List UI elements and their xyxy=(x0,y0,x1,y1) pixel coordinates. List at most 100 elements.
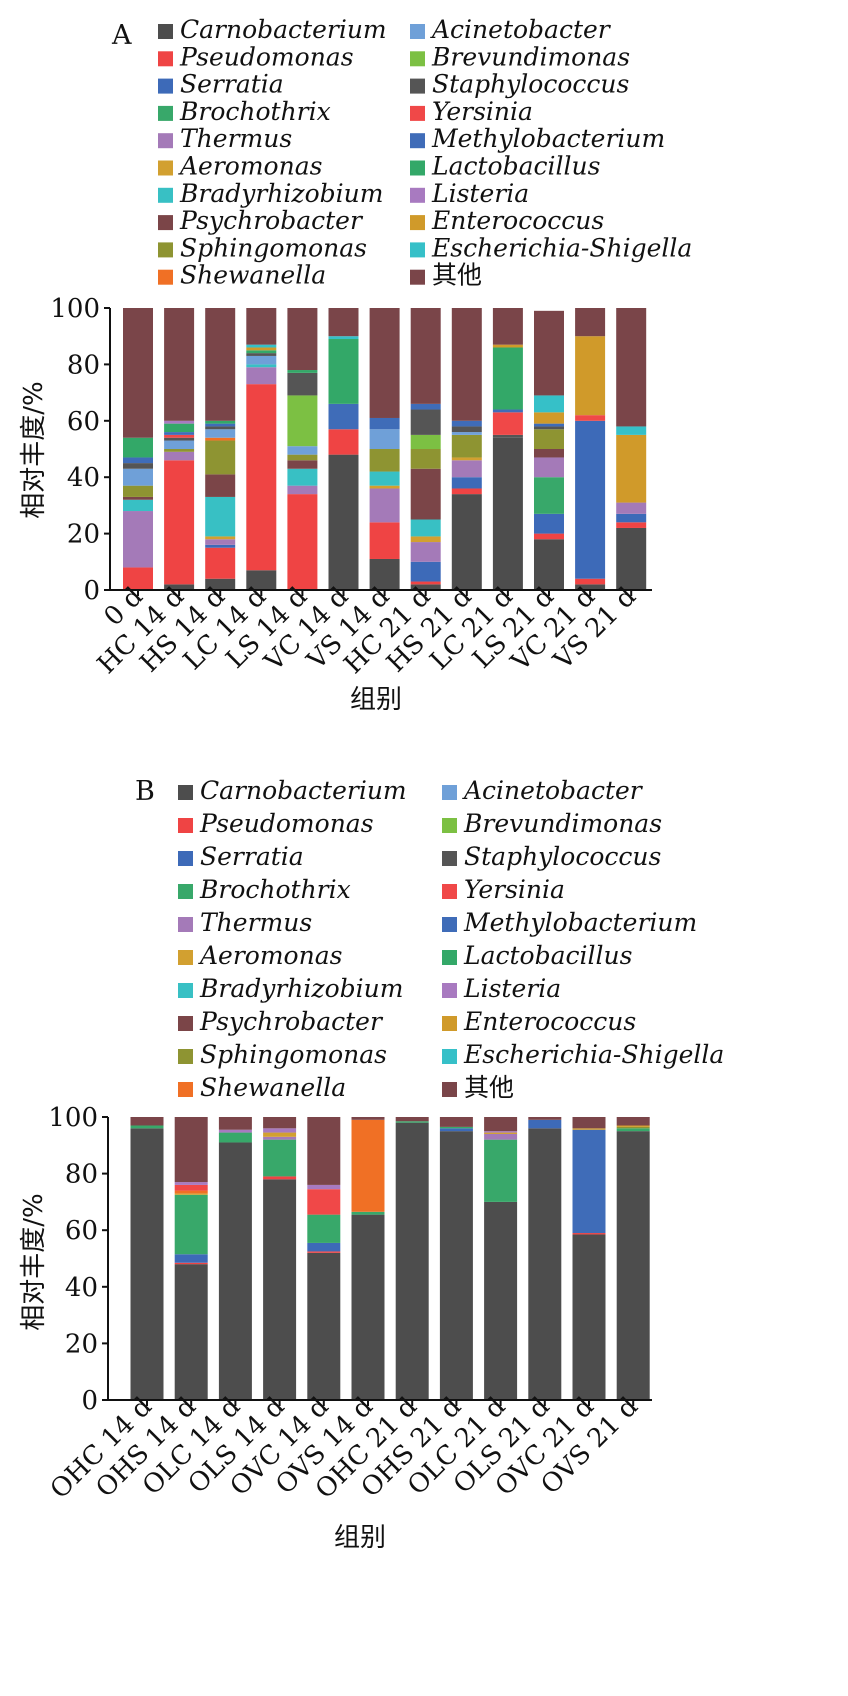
legend-label: 其他 xyxy=(464,1073,514,1102)
bar-segment xyxy=(572,1128,606,1130)
bar-segment xyxy=(395,1117,429,1122)
bar-segment xyxy=(246,364,277,368)
bar-segment xyxy=(123,457,153,464)
bar-segment xyxy=(484,1201,518,1400)
bar-segment xyxy=(218,1132,252,1143)
bar-segment xyxy=(123,485,153,497)
bar-segment xyxy=(616,434,647,503)
bar-segment xyxy=(164,437,195,441)
bar-segment xyxy=(164,449,195,452)
bar-segment xyxy=(205,440,236,475)
bar-segment xyxy=(263,1117,297,1129)
bar-segment xyxy=(572,1117,606,1129)
bar-segment xyxy=(164,420,195,424)
bar-segment xyxy=(351,1211,385,1215)
legend-label: Listeria xyxy=(431,179,529,208)
y-tick-label: 100 xyxy=(50,294,100,324)
chart-panel-B: B Carnobacterium Pseudomonas Serratia Brocho… xyxy=(19,776,724,1553)
bar-segment xyxy=(123,437,153,458)
bar-segment xyxy=(174,1262,208,1265)
bar-segment xyxy=(263,1136,297,1140)
bar-segment xyxy=(492,412,523,435)
bar-segment xyxy=(174,1117,208,1183)
legend-label: Thermus xyxy=(200,908,312,937)
bar-segment xyxy=(205,536,236,540)
legend-swatch xyxy=(410,24,425,39)
legend-swatch xyxy=(178,851,193,866)
legend-swatch xyxy=(158,24,173,39)
bar-segment xyxy=(410,403,441,410)
bar-segment xyxy=(369,308,400,418)
bar-segment xyxy=(164,460,195,585)
bar-segment xyxy=(369,522,400,559)
bar-segment xyxy=(263,1179,297,1400)
legend-swatch xyxy=(158,215,173,231)
bar-segment xyxy=(287,494,318,590)
bar-segment xyxy=(246,367,277,385)
bar-segment xyxy=(263,1176,297,1180)
bar-segment xyxy=(534,423,564,427)
legend-label: Carnobacterium xyxy=(200,776,407,805)
bar-segment xyxy=(205,420,236,424)
bar-segment xyxy=(451,434,482,458)
bar-segment xyxy=(528,1128,562,1400)
bar-segment xyxy=(130,1125,164,1129)
bar-segment xyxy=(369,449,400,472)
bar-segment xyxy=(492,344,523,348)
bar-segment xyxy=(439,1117,473,1127)
bar-segment xyxy=(246,384,277,571)
bar-segment xyxy=(174,1184,208,1191)
bar-segment xyxy=(572,1233,606,1235)
bar-segment xyxy=(123,567,153,590)
bar-segment xyxy=(369,558,400,590)
bar-segment xyxy=(205,578,236,590)
legend-label: 其他 xyxy=(432,261,482,290)
bar-segment xyxy=(174,1254,208,1263)
legend-swatch xyxy=(410,78,425,94)
bar-segment xyxy=(205,496,236,537)
bar-segment xyxy=(123,468,153,486)
legend-label: Sphingomonas xyxy=(180,233,367,262)
x-axis-title: 组别 xyxy=(334,1523,386,1553)
bar-segment xyxy=(410,409,441,435)
bar-segment xyxy=(123,496,153,500)
bar-segment xyxy=(263,1139,297,1177)
bar-segment xyxy=(534,395,564,413)
legend-swatch xyxy=(442,818,457,833)
legend-swatch xyxy=(178,884,193,899)
bar-segment xyxy=(123,511,153,568)
bar-segment xyxy=(205,429,236,438)
bar-segment xyxy=(287,370,318,373)
bar-segment xyxy=(492,409,523,413)
legend-swatch xyxy=(158,105,173,121)
bar-segment xyxy=(534,449,564,458)
panel-label: B xyxy=(135,776,155,807)
bar-segment xyxy=(205,544,236,548)
y-tick-label: 40 xyxy=(65,1273,98,1303)
legend-label: Thermus xyxy=(180,124,292,153)
legend-swatch xyxy=(158,133,173,149)
bar-segment xyxy=(616,1117,650,1126)
bar-segment xyxy=(534,533,564,540)
bar-segment xyxy=(575,578,606,585)
bar-segment xyxy=(451,457,482,461)
bar-segment xyxy=(451,477,482,489)
bar-segment xyxy=(307,1184,341,1190)
bar-segment xyxy=(164,451,195,461)
legend-label: Escherichia-Shigella xyxy=(463,1040,724,1069)
y-axis-title: 相对丰度/% xyxy=(19,381,49,518)
bar-segment xyxy=(439,1131,473,1400)
bar-segment xyxy=(164,308,195,421)
bar-segment xyxy=(616,527,647,590)
y-tick-label: 20 xyxy=(65,1329,98,1359)
bar-segment xyxy=(410,308,441,404)
bar-segment xyxy=(174,1190,208,1194)
bar-segment xyxy=(410,434,441,449)
legend-label: Methylobacterium xyxy=(431,124,665,153)
bar-segment xyxy=(218,1142,252,1400)
bar-segment xyxy=(246,344,277,348)
bar-segment xyxy=(123,463,153,469)
bar-segment xyxy=(174,1182,208,1185)
legend-label: Brevundimonas xyxy=(463,809,662,838)
legend-swatch xyxy=(410,160,425,176)
